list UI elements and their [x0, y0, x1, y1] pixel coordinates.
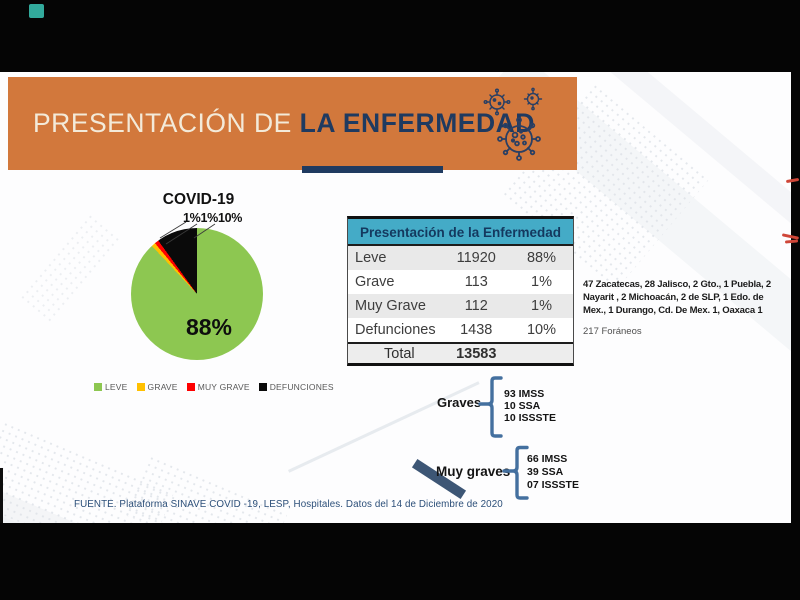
table-row: Grave 113 1%	[348, 270, 573, 294]
legend-label: LEVE	[105, 382, 128, 392]
source-footer: FUENTE. Plataforma SINAVE COVID -19, LES…	[74, 499, 503, 510]
table-row: Muy Grave 112 1%	[348, 294, 573, 318]
presentation-table: Presentación de la Enfermedad Leve 11920 8…	[347, 216, 574, 366]
muy-graves-item: 07 ISSSTE	[527, 479, 579, 491]
graves-item: 10 SSA	[504, 400, 541, 412]
chart-title: COVID-19	[162, 191, 235, 208]
legend-label: DEFUNCIONES	[269, 382, 334, 392]
virus-icon	[483, 88, 511, 116]
foraneos-text: 217 Foráneos	[583, 326, 642, 338]
pie-label-grave: 1%	[183, 211, 201, 225]
legend-label: GRAVE	[147, 382, 178, 392]
corner-teal-square	[29, 4, 44, 18]
halftone-dots-decoration	[19, 212, 123, 324]
legend-swatch-icon	[94, 383, 102, 391]
tcell-pct: 88%	[526, 250, 557, 266]
table-title: Presentación de la Enfermedad	[348, 219, 573, 246]
muy-graves-item: 39 SSA	[527, 466, 564, 478]
letterbox-bottom	[0, 523, 800, 600]
table-total-row: Total 13583	[348, 342, 573, 363]
table-row: Leve 11920 88%	[348, 246, 573, 270]
page-title: PRESENTACIÓN DE LA ENFERMEDAD	[33, 108, 535, 139]
total-label: Total	[384, 346, 415, 362]
tcell-pct: 1%	[531, 298, 552, 314]
table-row: Defunciones 1438 10%	[348, 318, 573, 342]
total-pct	[510, 344, 573, 363]
states-text: 47 Zacatecas, 28 Jalisco, 2 Gto., 1 Pueb…	[583, 279, 771, 316]
page-title-regular: PRESENTACIÓN DE	[33, 108, 300, 138]
virus-icons	[483, 87, 543, 161]
pie-label-leve: 88%	[185, 314, 233, 340]
legend-swatch-icon	[258, 383, 267, 391]
letterbox-top	[0, 0, 800, 72]
header-banner: PRESENTACIÓN DE LA ENFERMEDAD	[8, 77, 577, 170]
legend-item: LEVE	[94, 382, 128, 392]
muy-graves-list: 66 IMSS 39 SSA 07 ISSSTE	[527, 453, 579, 492]
legend-swatch-icon	[136, 383, 145, 391]
virus-icon	[497, 117, 541, 161]
total-value: 13583	[456, 346, 497, 362]
graves-item: 93 IMSS	[504, 388, 545, 400]
tcell-label: Defunciones	[355, 322, 436, 338]
graves-list: 93 IMSS 10 SSA 10 ISSSTE	[504, 388, 556, 424]
states-note: 47 Zacatecas, 28 Jalisco, 2 Gto., 1 Pueb…	[583, 279, 785, 337]
tcell-pct: 1%	[531, 274, 552, 290]
chart-legend: LEVE GRAVE MUY GRAVE DEFUNCIONES	[94, 382, 334, 392]
virus-icon	[523, 87, 543, 111]
tcell-label: Grave	[355, 274, 395, 290]
slide: PRESENTACIÓN DE LA ENFERMEDAD	[0, 72, 791, 523]
tcell-label: Leve	[355, 250, 387, 266]
table-body: Leve 11920 88% Grave 113 1% Muy Grave 112 1% Defu…	[348, 246, 573, 342]
graves-label: Graves	[437, 395, 482, 410]
tcell-value: 11920	[456, 250, 496, 266]
pie-leader-lines	[159, 221, 216, 245]
tcell-label: Muy Grave	[355, 298, 426, 314]
legend-item: GRAVE	[136, 382, 178, 392]
muy-graves-label: Muy graves	[436, 464, 511, 479]
halftone-dots-decoration	[124, 454, 289, 523]
legend-item: MUY GRAVE	[186, 382, 250, 392]
pie-label-muy-grave: 1%	[200, 211, 218, 225]
legend-item: DEFUNCIONES	[258, 382, 334, 392]
letterbox-right	[791, 72, 800, 523]
tcell-value: 1438	[460, 322, 493, 338]
pie-label-defunciones: 10%	[217, 211, 243, 225]
pie-small-labels: 1% 1% 10%	[183, 211, 242, 225]
tcell-pct: 10%	[526, 322, 557, 338]
graves-brace	[478, 376, 503, 438]
legend-label: MUY GRAVE	[197, 382, 250, 392]
legend-swatch-icon	[186, 383, 195, 391]
muy-graves-item: 66 IMSS	[527, 453, 568, 465]
tcell-value: 113	[464, 274, 488, 290]
tcell-value: 112	[464, 298, 488, 314]
corner-sliver	[0, 468, 3, 523]
muy-graves-brace	[502, 445, 529, 500]
header-accent-bar	[302, 166, 443, 173]
pie-chart	[131, 228, 263, 360]
graves-item: 10 ISSSTE	[504, 412, 556, 424]
